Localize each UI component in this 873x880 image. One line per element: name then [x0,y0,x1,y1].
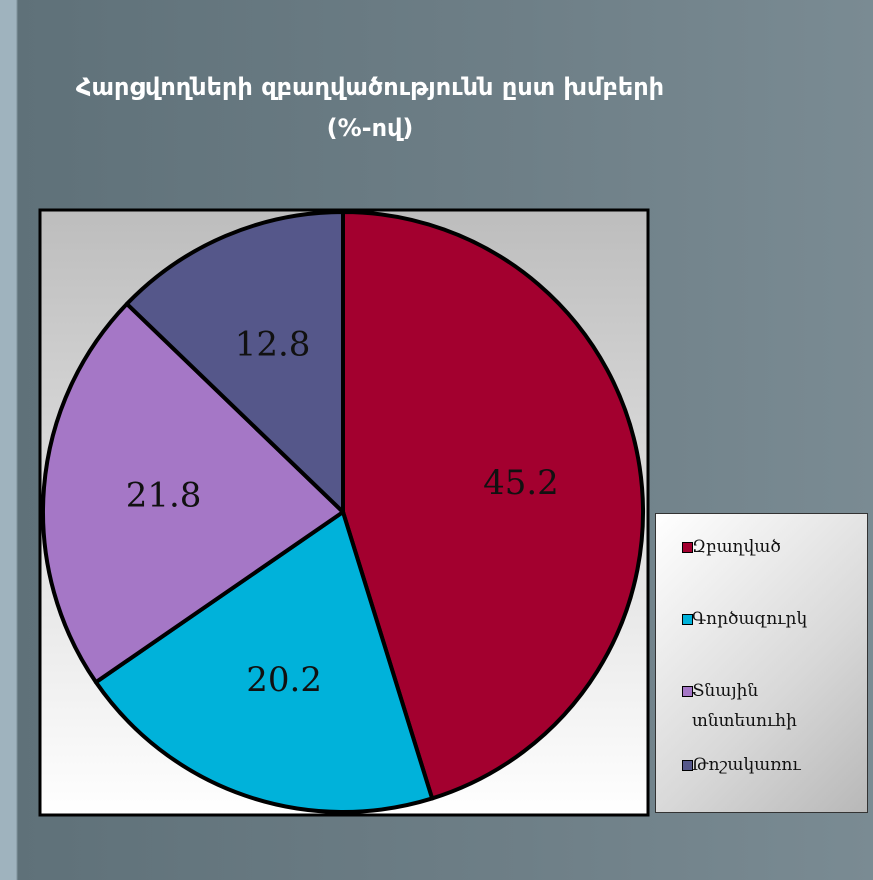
chart-title: Հարցվողների զբաղվածությունն ըստ խմբերի [76,73,664,101]
legend-swatch [682,614,693,625]
pie-slice [341,210,645,801]
legend-label: Թոշակառու [692,755,801,775]
chart-subtitle: (%-ով) [327,114,414,142]
legend-item: Թոշակառու [682,750,857,780]
legend-label: Գործազուրկ [692,609,808,629]
legend-item: Տնային տնտեսուհի [682,676,857,736]
legend-swatch [682,542,693,553]
pie-slice [41,301,345,685]
pie-slice [124,210,345,514]
data-label: 21.8 [126,475,202,515]
legend-swatch [682,760,693,771]
data-label: 20.2 [246,660,322,700]
legend-swatch [682,686,693,697]
legend-label: Զբաղված [692,537,781,557]
legend-label: Տնային տնտեսուհի [692,681,797,731]
data-label: 45.2 [483,463,559,503]
legend-item: Գործազուրկ [682,604,857,634]
pie-slice [93,510,435,814]
legend: Զբաղված Գործազուրկ Տնային տնտեսուհի Թոշակառ… [655,513,868,813]
data-label: 12.8 [235,324,311,364]
legend-item: Զբաղված [682,532,857,562]
